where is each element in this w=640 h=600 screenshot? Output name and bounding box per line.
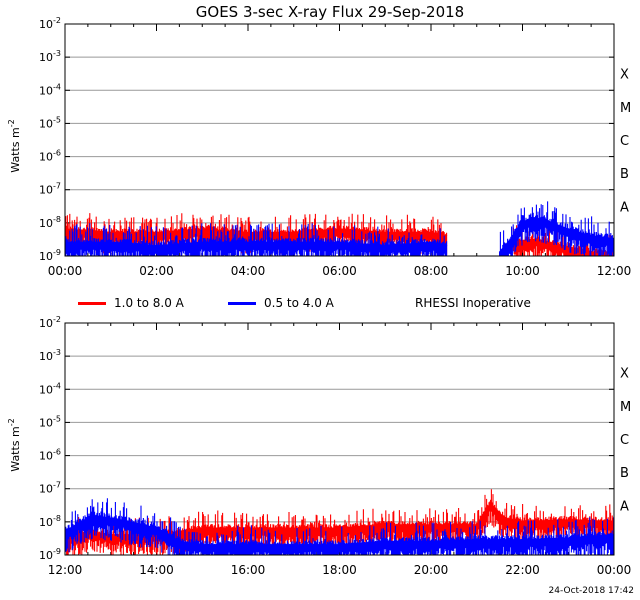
y-tick-label: 10-8	[39, 514, 61, 529]
panel-2: 10-9 10-8 10-7 10-6 10-5 10-4 10-3 10-2 A B C M X Wat…	[7, 315, 631, 577]
x-tick-label: 16:00	[231, 563, 266, 577]
flare-class-label: C	[620, 134, 629, 149]
figure-title: GOES 3-sec X-ray Flux 29-Sep-2018	[196, 3, 464, 21]
flare-class-label: A	[620, 499, 629, 514]
legend-long-channel: 1.0 to 8.0 A	[78, 294, 184, 312]
x-tick-label: 18:00	[322, 563, 357, 577]
y-tick-label: 10-6	[39, 448, 61, 463]
series-short-line	[498, 216, 614, 254]
legend-swatch-red	[78, 301, 106, 305]
plot-frame	[64, 322, 615, 556]
y-tick-label: 10-7	[39, 182, 61, 197]
y-tick-label: 10-4	[39, 82, 61, 97]
timestamp: 24-Oct-2018 17:42	[548, 586, 634, 596]
y-tick-label: 10-2	[39, 315, 61, 330]
y-axis-label: Watts m-2	[7, 418, 22, 471]
y-tick-label: 10-5	[39, 414, 61, 429]
x-tick-label: 12:00	[597, 264, 632, 278]
x-tick-label: 14:00	[139, 563, 174, 577]
flare-class-label: A	[620, 200, 629, 215]
y-tick-label: 10-3	[39, 49, 61, 64]
x-tick-label: 10:00	[505, 264, 540, 278]
x-tick-label: 02:00	[139, 264, 174, 278]
flare-class-label: M	[620, 400, 631, 415]
y-tick-label: 10-7	[39, 481, 61, 496]
y-tick-label: 10-2	[39, 16, 61, 31]
y-tick-label: 10-9	[39, 248, 61, 263]
legend-long-label: 1.0 to 8.0 A	[114, 296, 184, 310]
flare-class-label: B	[620, 466, 629, 481]
x-tick-label: 00:00	[48, 264, 83, 278]
flare-class-label: B	[620, 167, 629, 182]
x-tick-label: 08:00	[414, 264, 449, 278]
y-tick-label: 10-4	[39, 381, 61, 396]
y-axis-label: Watts m-2	[7, 119, 22, 172]
y-tick-label: 10-9	[39, 547, 61, 562]
plot-frame	[64, 23, 615, 257]
x-tick-label: 06:00	[322, 264, 357, 278]
flare-class-label: M	[620, 101, 631, 116]
series-long-line	[65, 228, 448, 238]
flare-class-label: X	[620, 68, 629, 83]
panel-1: 10-9 10-8 10-7 10-6 10-5 10-4 10-3 10-2 A B C M X Wat…	[7, 16, 631, 278]
series-short-line	[65, 514, 614, 547]
x-tick-label: 00:00	[597, 563, 632, 577]
legend-note: RHESSI Inoperative	[415, 294, 531, 312]
flare-class-label: C	[620, 433, 629, 448]
legend-short-channel: 0.5 to 4.0 A	[228, 294, 334, 312]
flare-class-label: X	[620, 367, 629, 382]
series-short-band	[65, 498, 614, 555]
legend-swatch-blue	[228, 301, 256, 305]
rhessi-status: RHESSI Inoperative	[415, 296, 531, 310]
legend-short-label: 0.5 to 4.0 A	[264, 296, 334, 310]
x-tick-label: 22:00	[505, 563, 540, 577]
series-short-band	[499, 201, 614, 256]
series-short-line	[65, 241, 448, 248]
y-tick-label: 10-8	[39, 215, 61, 230]
x-tick-label: 04:00	[231, 264, 266, 278]
x-tick-label: 20:00	[414, 563, 449, 577]
y-tick-label: 10-3	[39, 348, 61, 363]
x-tick-label: 12:00	[48, 563, 83, 577]
y-tick-label: 10-5	[39, 115, 61, 130]
y-tick-label: 10-6	[39, 149, 61, 164]
